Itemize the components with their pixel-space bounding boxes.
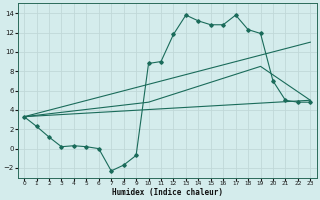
X-axis label: Humidex (Indice chaleur): Humidex (Indice chaleur) [112,188,223,197]
